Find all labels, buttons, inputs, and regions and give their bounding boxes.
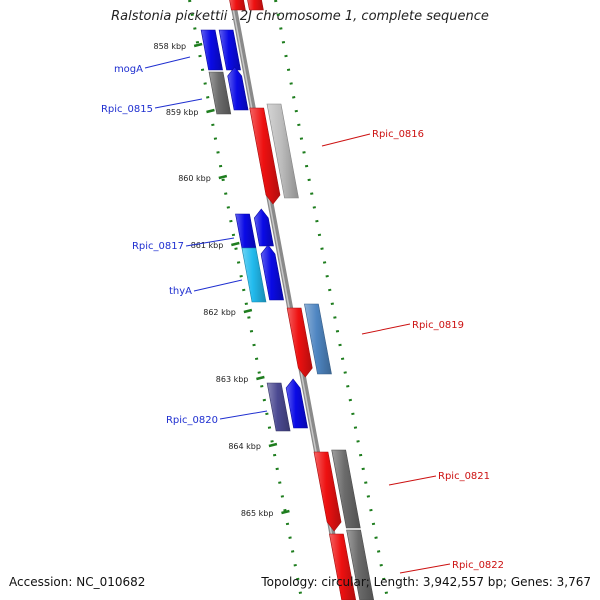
gene-label-leader <box>154 98 203 109</box>
gene-label[interactable]: thyA <box>169 286 192 297</box>
gene-label-leader <box>361 323 411 335</box>
gene-label[interactable]: Rpic_0820 <box>166 415 218 426</box>
gene-reverse-steelblue[interactable] <box>304 303 332 375</box>
gene-label-leader <box>388 475 437 486</box>
gene-forward-gray[interactable] <box>208 71 232 115</box>
scale-tick <box>218 174 228 180</box>
scale-tick <box>193 42 203 48</box>
gene-forward-blue[interactable] <box>285 378 308 429</box>
gene-reverse-red[interactable] <box>229 0 246 11</box>
gene-label-leader <box>219 410 268 420</box>
gene-label-leader <box>144 56 191 69</box>
gene-reverse-red[interactable] <box>247 0 264 11</box>
gene-forward-blue[interactable] <box>200 29 223 71</box>
scale-label: 860 kbp <box>178 174 211 183</box>
scale-label: 861 kbp <box>191 241 224 250</box>
scale-tick <box>281 509 290 515</box>
scale-label: 862 kbp <box>203 308 236 317</box>
gene-forward-blue[interactable] <box>260 244 284 301</box>
gene-label[interactable]: Rpic_0819 <box>412 320 464 331</box>
scale-tick <box>243 308 253 314</box>
gene-label[interactable]: Rpic_0817 <box>132 241 184 252</box>
gene-label[interactable]: Rpic_0816 <box>372 129 424 140</box>
gene-label-leader <box>399 563 451 574</box>
gene-reverse-lightgray[interactable] <box>266 103 299 199</box>
gene-reverse-red[interactable] <box>313 451 342 532</box>
gene-reverse-gray[interactable] <box>331 449 361 529</box>
gene-reverse-red[interactable] <box>329 533 357 600</box>
gene-reverse-red[interactable] <box>286 307 313 378</box>
accession-label: Accession: NC_010682 <box>9 575 146 589</box>
gene-forward-blue[interactable] <box>227 66 249 111</box>
gene-label-leader <box>193 279 243 292</box>
gene-label-leader <box>185 237 235 247</box>
gene-reverse-gray[interactable] <box>346 529 375 600</box>
scale-tick <box>256 375 265 381</box>
gene-label-leader <box>321 133 371 147</box>
gene-forward-slate[interactable] <box>266 382 291 432</box>
scale-label: 864 kbp <box>228 442 261 451</box>
topology-label: Topology: circular; Length: 3,942,557 bp… <box>261 575 591 589</box>
scale-tick <box>206 108 215 114</box>
scale-tick <box>231 241 240 247</box>
gene-label[interactable]: Rpic_0821 <box>438 471 490 482</box>
gene-forward-blue[interactable] <box>253 208 274 247</box>
gene-label[interactable]: Rpic_0822 <box>452 560 504 571</box>
scale-label: 863 kbp <box>216 375 249 384</box>
map-title: Ralstonia pickettii 12J chromosome 1, co… <box>111 9 489 24</box>
scale-label: 859 kbp <box>166 108 199 117</box>
scale-label: 858 kbp <box>154 42 187 51</box>
gene-reverse-red[interactable] <box>249 107 281 205</box>
gene-forward-blue[interactable] <box>218 29 241 71</box>
scale-label: 865 kbp <box>241 509 274 518</box>
scale-tick <box>268 442 278 448</box>
gene-forward-cyan[interactable] <box>241 247 267 303</box>
gene-label[interactable]: mogA <box>114 64 143 75</box>
gene-label[interactable]: Rpic_0815 <box>101 104 153 115</box>
